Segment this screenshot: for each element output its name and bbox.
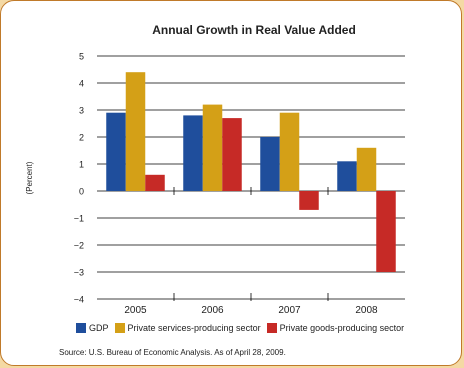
y-tick-label: −1: [74, 214, 84, 224]
y-tick-label: −3: [74, 268, 84, 278]
chart-title: Annual Growth in Real Value Added: [152, 23, 356, 37]
x-tick-label: 2006: [201, 305, 224, 316]
legend-swatch-services: [114, 323, 125, 333]
bar-private-services-producing-sector-2006: [202, 104, 223, 191]
bar-private-goods-producing-sector-2005: [145, 174, 165, 191]
bar-private-services-producing-sector-2005: [125, 72, 146, 191]
legend-label-gdp: GDP: [89, 323, 109, 333]
legend-swatch-gdp: [76, 323, 86, 333]
y-tick-label: 5: [79, 52, 84, 62]
legend-swatch-goods: [266, 323, 277, 333]
bar-gdp-2006: [183, 115, 203, 191]
bar-gdp-2008: [337, 161, 357, 191]
y-tick-label: 2: [79, 133, 84, 143]
x-tick-label: 2008: [355, 305, 378, 316]
bar-gdp-2005: [106, 112, 126, 191]
bar-private-goods-producing-sector-2008: [376, 191, 396, 272]
legend-label-goods: Private goods-producing sector: [279, 323, 405, 333]
legend-item-goods: Private goods-producing sector: [266, 323, 405, 333]
x-tick-label: 2005: [124, 305, 147, 316]
legend-item-gdp: GDP: [76, 323, 109, 333]
bar-private-services-producing-sector-2008: [356, 147, 377, 191]
y-axis-label: (Percent): [25, 161, 34, 194]
bar-private-services-producing-sector-2007: [279, 112, 300, 191]
y-tick-label: 1: [79, 160, 84, 170]
legend-label-services: Private services-producing sector: [127, 323, 261, 333]
y-tick-label: 4: [79, 79, 84, 89]
bar-private-goods-producing-sector-2006: [222, 118, 242, 191]
y-tick-label: 3: [79, 106, 84, 116]
bar-gdp-2007: [260, 137, 280, 191]
y-tick-label: −4: [74, 295, 84, 305]
x-tick-label: 2007: [278, 305, 301, 316]
source-note: Source: U.S. Bureau of Economic Analysis…: [59, 348, 286, 357]
y-tick-label: 0: [79, 187, 84, 197]
bar-private-goods-producing-sector-2007: [299, 191, 319, 210]
legend: GDP Private services-producing sector Pr…: [76, 323, 410, 333]
y-tick-label: −2: [74, 241, 84, 251]
legend-item-services: Private services-producing sector: [114, 323, 261, 333]
